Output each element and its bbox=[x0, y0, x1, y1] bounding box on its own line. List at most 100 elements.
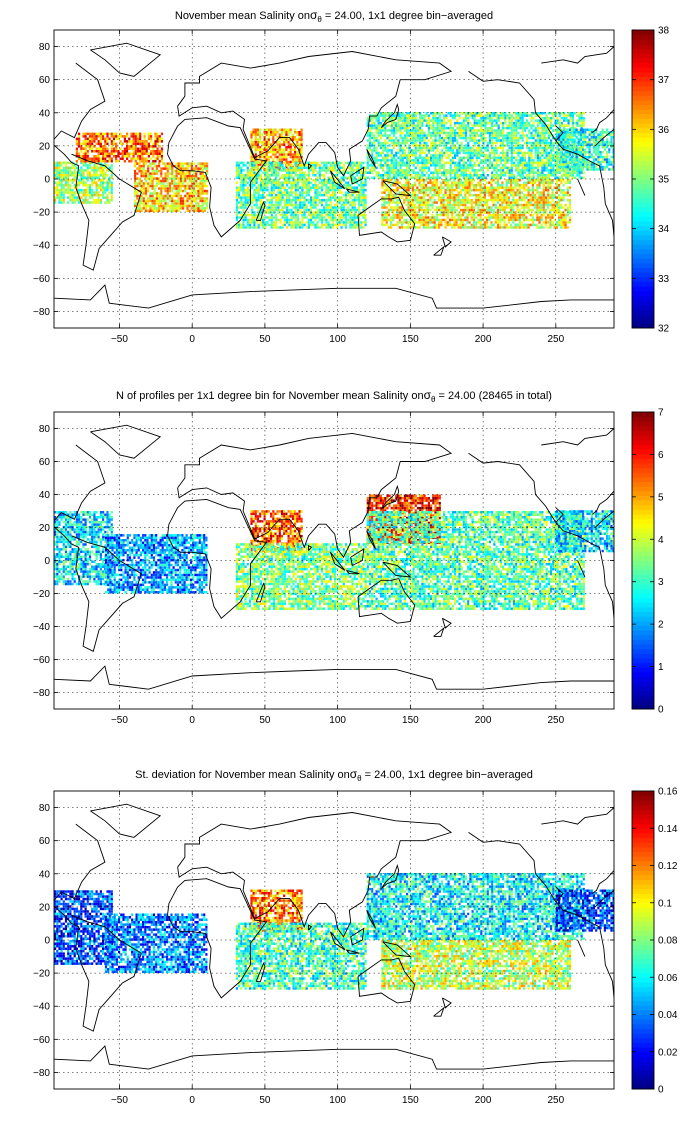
x-tick-label: −50 bbox=[111, 1095, 128, 1106]
heatmap-cells bbox=[54, 494, 614, 610]
x-tick-label: 250 bbox=[547, 334, 564, 345]
colorbar-tick-label: 0.04 bbox=[658, 1010, 678, 1021]
colorbar-tick-label: 0 bbox=[658, 1085, 664, 1096]
chart-panel-1: November mean Salinity onσθ = 24.00, 1x1… bbox=[33, 8, 670, 345]
colorbar-tick-label: 37 bbox=[658, 75, 670, 86]
chart-panel-3: St. deviation for November mean Salinity… bbox=[33, 767, 678, 1106]
y-tick-label: 0 bbox=[44, 175, 50, 186]
colorbar-tick-label: 0.12 bbox=[658, 861, 678, 872]
y-tick-label: 0 bbox=[44, 936, 50, 947]
colorbar-tick-label: 6 bbox=[658, 450, 664, 461]
y-tick-label: −60 bbox=[33, 274, 50, 285]
colorbar: 0 0.02 0.04 0.06 0.08 0.1 0.12 0.14 0.16 bbox=[631, 787, 678, 1096]
y-tick-label: 40 bbox=[39, 869, 51, 880]
colorbar-tick-label: 34 bbox=[658, 224, 670, 235]
heatmap-cells bbox=[54, 873, 614, 990]
x-tick-label: 200 bbox=[475, 334, 492, 345]
x-tick-label: 0 bbox=[189, 1095, 195, 1106]
grid bbox=[54, 791, 614, 1089]
heat-region-3 bbox=[134, 162, 209, 213]
colorbar-tick-label: 7 bbox=[658, 408, 664, 419]
colorbar-tick-label: 35 bbox=[658, 175, 670, 186]
y-tick-label: −80 bbox=[33, 688, 50, 699]
grid bbox=[54, 412, 614, 709]
heat-region-7 bbox=[555, 889, 614, 932]
y-tick-label: 80 bbox=[39, 42, 51, 53]
colorbar: 0 1 2 3 4 5 6 7 bbox=[631, 408, 664, 716]
x-tick-label: 100 bbox=[329, 1095, 346, 1106]
chart-panel-2: N of profiles per 1x1 degree bin for Nov… bbox=[33, 388, 664, 726]
colorbar-tick-label: 2 bbox=[658, 620, 664, 631]
colorbar-tick-label: 0.14 bbox=[658, 824, 678, 835]
colorbar-tick-label: 0 bbox=[658, 705, 664, 716]
heat-region-2 bbox=[104, 534, 208, 594]
heat-region-5 bbox=[235, 161, 367, 229]
chart-title: N of profiles per 1x1 degree bin for Nov… bbox=[116, 388, 552, 404]
x-tick-label: 100 bbox=[329, 715, 346, 726]
x-tick-label: 0 bbox=[189, 334, 195, 345]
x-tick-label: 50 bbox=[259, 715, 271, 726]
grid bbox=[54, 30, 614, 328]
heat-region-2 bbox=[75, 132, 164, 163]
y-tick-label: 80 bbox=[39, 803, 51, 814]
colorbar: 32 33 34 35 36 37 38 bbox=[631, 26, 670, 335]
colorbar-tick-label: 33 bbox=[658, 274, 670, 285]
y-tick-label: −80 bbox=[33, 307, 50, 318]
chart-title: St. deviation for November mean Salinity… bbox=[135, 767, 533, 783]
heat-region-7 bbox=[381, 179, 572, 229]
y-tick-label: −20 bbox=[33, 208, 50, 219]
heat-region-1 bbox=[54, 890, 113, 965]
y-tick-label: 20 bbox=[39, 141, 51, 152]
heat-region-4 bbox=[235, 922, 367, 990]
chart-title: November mean Salinity onσθ = 24.00, 1x1… bbox=[175, 8, 493, 24]
y-tick-label: −20 bbox=[33, 969, 50, 980]
colorbar-tick-label: 5 bbox=[658, 492, 664, 503]
x-tick-label: 150 bbox=[402, 715, 419, 726]
heat-region-1 bbox=[54, 161, 113, 204]
heat-region-2 bbox=[104, 913, 208, 974]
x-tick-label: −50 bbox=[111, 334, 128, 345]
colorbar-tick-label: 0.16 bbox=[658, 787, 678, 798]
x-tick-label: 250 bbox=[547, 715, 564, 726]
x-tick-label: 50 bbox=[259, 1095, 271, 1106]
x-tick-label: 100 bbox=[329, 334, 346, 345]
colorbar-tick-label: 0.06 bbox=[658, 973, 678, 984]
heat-region-1 bbox=[54, 511, 113, 586]
y-tick-label: 60 bbox=[39, 75, 51, 86]
coastlines bbox=[54, 803, 614, 1070]
y-tick-label: 40 bbox=[39, 490, 51, 501]
x-tick-label: 150 bbox=[402, 334, 419, 345]
heat-region-6 bbox=[366, 112, 585, 179]
x-tick-label: 200 bbox=[475, 1095, 492, 1106]
y-tick-label: 80 bbox=[39, 424, 51, 435]
x-tick-label: −50 bbox=[111, 715, 128, 726]
colorbar-tick-label: 0.08 bbox=[658, 936, 678, 947]
y-tick-label: −40 bbox=[33, 241, 50, 252]
y-tick-label: −60 bbox=[33, 655, 50, 666]
x-tick-label: 50 bbox=[259, 334, 271, 345]
colorbar-tick-label: 36 bbox=[658, 125, 670, 136]
y-tick-label: −20 bbox=[33, 589, 50, 600]
y-tick-label: 40 bbox=[39, 108, 51, 119]
colorbar-tick-label: 3 bbox=[658, 577, 664, 588]
y-tick-label: −80 bbox=[33, 1068, 50, 1079]
colorbar-tick-label: 0.1 bbox=[658, 898, 672, 909]
y-tick-label: −60 bbox=[33, 1035, 50, 1046]
x-tick-label: 0 bbox=[189, 715, 195, 726]
coastlines bbox=[54, 42, 614, 309]
heat-region-6 bbox=[366, 511, 585, 610]
x-tick-label: 200 bbox=[475, 715, 492, 726]
heat-region-4 bbox=[235, 543, 367, 610]
x-tick-label: 150 bbox=[402, 1095, 419, 1106]
y-tick-label: 20 bbox=[39, 902, 51, 913]
y-tick-label: 60 bbox=[39, 836, 51, 847]
x-tick-label: 250 bbox=[547, 1095, 564, 1106]
heat-region-5 bbox=[366, 873, 585, 940]
y-tick-label: −40 bbox=[33, 1002, 50, 1013]
heatmap-cells bbox=[54, 112, 614, 229]
colorbar-tick-label: 1 bbox=[658, 662, 664, 673]
heat-region-6 bbox=[381, 940, 572, 990]
colorbar-tick-label: 32 bbox=[658, 324, 670, 335]
coastlines bbox=[54, 424, 614, 690]
